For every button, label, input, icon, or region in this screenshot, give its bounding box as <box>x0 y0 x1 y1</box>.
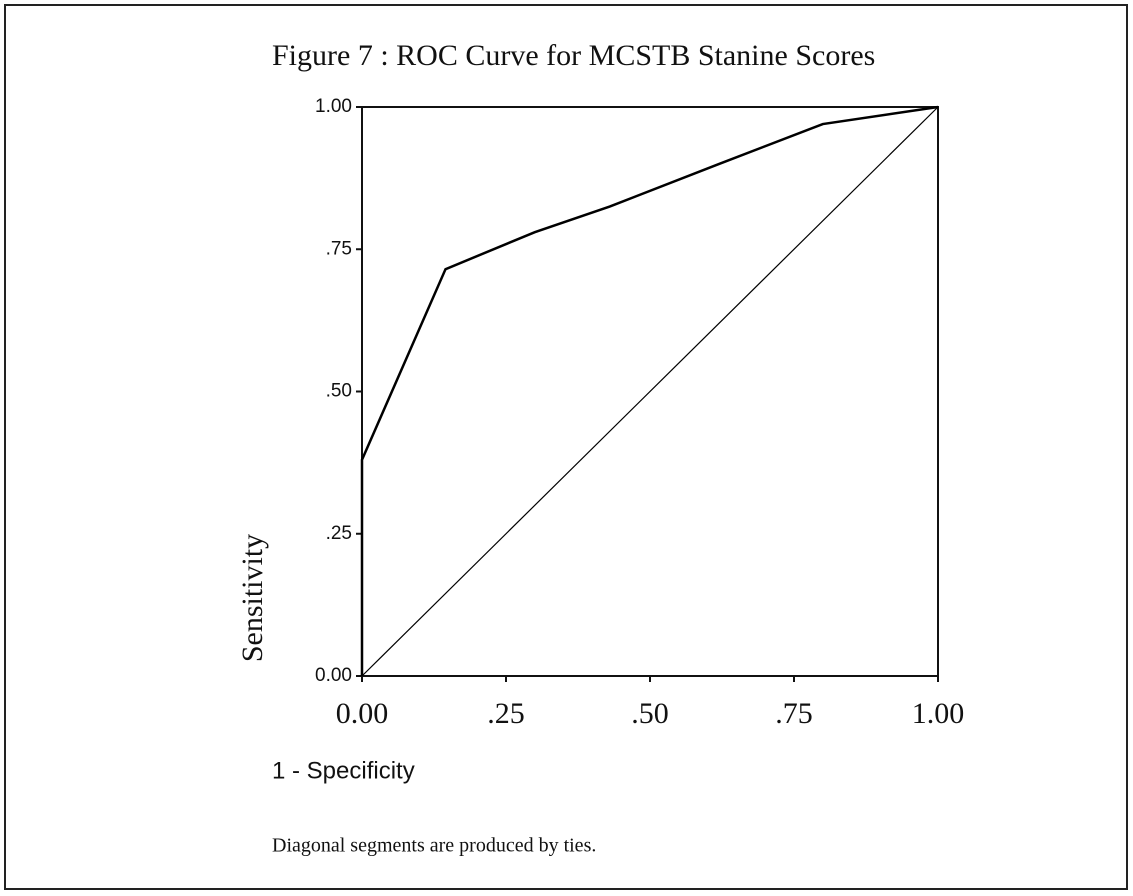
y-tick-label: 0.00 <box>315 665 352 686</box>
frame <box>4 4 1128 890</box>
y-axis-label: Sensitivity <box>236 534 269 662</box>
y-tick-label: .75 <box>326 238 352 259</box>
x-tick-label: 0.00 <box>336 697 389 730</box>
y-tick-label: .25 <box>326 523 352 544</box>
roc-line <box>360 105 939 676</box>
roc-line <box>361 106 939 677</box>
x-tick-label: 1.00 <box>912 697 965 730</box>
x-tick-label: .75 <box>775 697 813 730</box>
chart-title: Figure 7 : ROC Curve for MCSTB Stanine S… <box>272 39 875 72</box>
x-tick-label: .25 <box>487 697 525 730</box>
x-tick-label: .50 <box>631 697 669 730</box>
note: Diagonal segments are produced by ties. <box>272 835 596 857</box>
y-tick-label: 1.00 <box>315 96 352 117</box>
x-axis-label: 1 - Specificity <box>272 757 415 784</box>
y-tick-label: .50 <box>326 381 352 402</box>
